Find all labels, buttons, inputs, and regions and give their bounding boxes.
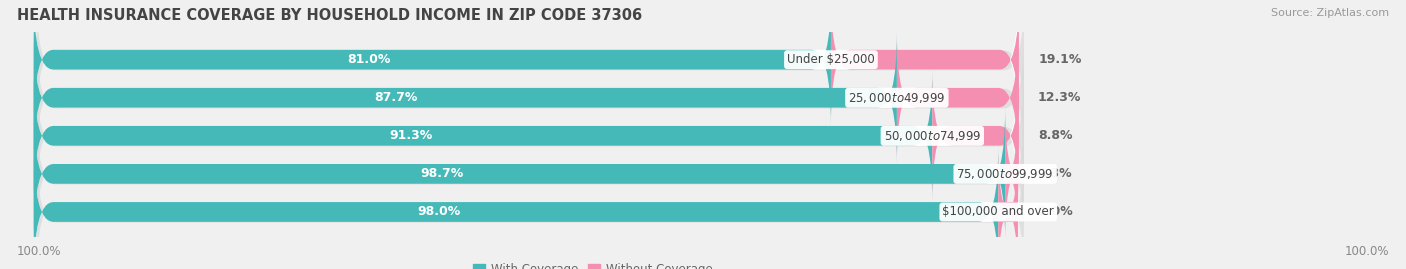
FancyBboxPatch shape <box>34 70 932 202</box>
Text: $50,000 to $74,999: $50,000 to $74,999 <box>883 129 981 143</box>
FancyBboxPatch shape <box>932 70 1019 202</box>
Text: $100,000 and over: $100,000 and over <box>942 206 1054 218</box>
Text: 100.0%: 100.0% <box>1344 245 1389 258</box>
Text: 19.1%: 19.1% <box>1039 53 1083 66</box>
FancyBboxPatch shape <box>34 146 998 269</box>
FancyBboxPatch shape <box>34 0 831 126</box>
FancyBboxPatch shape <box>831 0 1019 126</box>
FancyBboxPatch shape <box>34 70 1018 202</box>
Text: 98.0%: 98.0% <box>418 206 461 218</box>
FancyBboxPatch shape <box>37 108 1024 241</box>
FancyBboxPatch shape <box>34 31 897 164</box>
FancyBboxPatch shape <box>34 146 1018 269</box>
Legend: With Coverage, Without Coverage: With Coverage, Without Coverage <box>474 263 713 269</box>
Text: 87.7%: 87.7% <box>374 91 418 104</box>
FancyBboxPatch shape <box>34 108 1005 240</box>
Text: Source: ZipAtlas.com: Source: ZipAtlas.com <box>1271 8 1389 18</box>
Text: 98.7%: 98.7% <box>420 167 464 180</box>
Text: 100.0%: 100.0% <box>17 245 62 258</box>
Text: $75,000 to $99,999: $75,000 to $99,999 <box>956 167 1054 181</box>
Text: 91.3%: 91.3% <box>389 129 433 142</box>
FancyBboxPatch shape <box>34 31 1018 164</box>
Text: 12.3%: 12.3% <box>1038 91 1081 104</box>
Text: 2.0%: 2.0% <box>1038 206 1073 218</box>
FancyBboxPatch shape <box>37 32 1024 165</box>
Text: Under $25,000: Under $25,000 <box>787 53 875 66</box>
FancyBboxPatch shape <box>37 0 1024 127</box>
FancyBboxPatch shape <box>897 31 1018 164</box>
FancyBboxPatch shape <box>37 147 1024 269</box>
Text: 8.8%: 8.8% <box>1039 129 1073 142</box>
Text: 81.0%: 81.0% <box>347 53 391 66</box>
Text: 1.3%: 1.3% <box>1038 167 1073 180</box>
FancyBboxPatch shape <box>37 70 1024 203</box>
FancyBboxPatch shape <box>998 146 1018 269</box>
Text: HEALTH INSURANCE COVERAGE BY HOUSEHOLD INCOME IN ZIP CODE 37306: HEALTH INSURANCE COVERAGE BY HOUSEHOLD I… <box>17 8 643 23</box>
FancyBboxPatch shape <box>34 108 1018 240</box>
Text: $25,000 to $49,999: $25,000 to $49,999 <box>848 91 946 105</box>
FancyBboxPatch shape <box>34 0 1018 126</box>
FancyBboxPatch shape <box>998 108 1025 240</box>
